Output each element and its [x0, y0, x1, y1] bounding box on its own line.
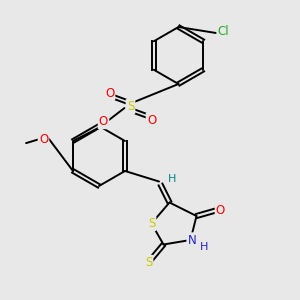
Text: S: S — [145, 256, 152, 269]
Text: Cl: Cl — [218, 25, 229, 38]
Text: S: S — [148, 217, 155, 230]
Text: H: H — [200, 242, 208, 253]
Text: O: O — [39, 133, 48, 146]
Text: H: H — [168, 173, 177, 184]
Text: N: N — [188, 233, 196, 247]
Text: S: S — [127, 100, 134, 113]
Text: O: O — [147, 113, 156, 127]
Text: O: O — [216, 203, 225, 217]
Text: O: O — [99, 115, 108, 128]
Text: O: O — [105, 86, 114, 100]
